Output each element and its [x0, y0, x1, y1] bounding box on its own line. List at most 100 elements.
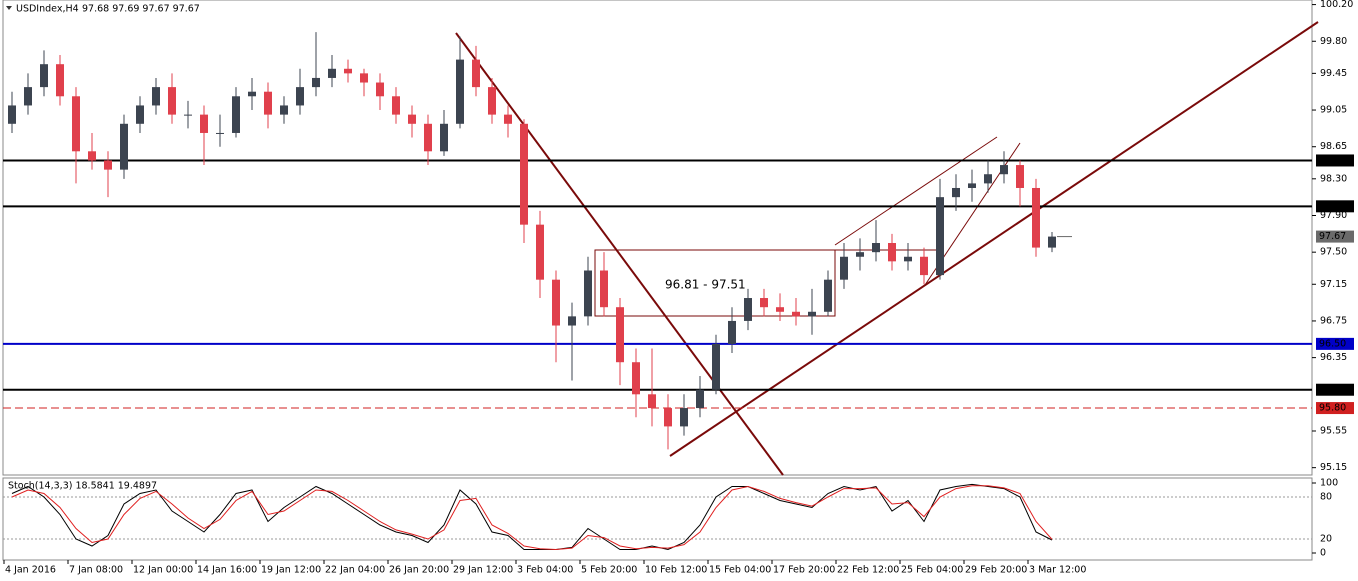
x-tick-label: 22 Feb 12:00 [837, 565, 899, 576]
candle-body [88, 151, 96, 161]
candle-body [56, 64, 64, 97]
candle-body [200, 114, 208, 133]
price-label: 96.00 [1319, 384, 1346, 395]
candle-body [632, 362, 640, 395]
candle-body [424, 123, 432, 152]
indicator-frame [2, 477, 1313, 561]
y-tick-label: 97.90 [1320, 210, 1347, 221]
price-label-box [1316, 200, 1354, 213]
quote: 97.68 97.69 97.67 97.67 [82, 4, 200, 15]
candle-body [792, 311, 800, 317]
y-tick-label: 95.55 [1320, 425, 1347, 436]
y-tick-label: 96.35 [1320, 352, 1347, 363]
candle-body [136, 105, 144, 124]
trend-line [669, 21, 1319, 457]
x-tick-label: 19 Jan 12:00 [261, 565, 321, 576]
candle-body [856, 252, 864, 257]
y-tick-label: 97.15 [1320, 279, 1347, 290]
x-tick-label: 26 Jan 20:00 [389, 565, 449, 576]
candle-body [1048, 236, 1056, 248]
main-frame [2, 0, 1313, 476]
candle-body [152, 87, 160, 106]
price-label-box [1316, 383, 1354, 396]
candle-body [40, 64, 48, 88]
candle-body [776, 307, 784, 312]
candle-body [328, 68, 336, 78]
candle-body [264, 91, 272, 115]
candle-body [24, 87, 32, 106]
x-tick-label: 3 Mar 12:00 [1029, 565, 1086, 576]
x-tick-label: 14 Jan 16:00 [197, 565, 257, 576]
menu-icon[interactable] [6, 6, 12, 10]
candle-body [920, 256, 928, 276]
candle-body [904, 256, 912, 262]
drawings [455, 21, 1319, 476]
price-label: 95.80 [1319, 403, 1346, 414]
candle-body [808, 311, 816, 317]
annotation: 96.81 - 97.51 [665, 278, 746, 292]
candle-body [824, 279, 832, 312]
x-tick-label: 29 Jan 12:00 [453, 565, 513, 576]
candle-body [712, 343, 720, 390]
x-tick-label: 3 Feb 04:00 [517, 565, 573, 576]
candle-body [552, 279, 560, 326]
price-label-box [1316, 402, 1354, 415]
y-tick-label: 100.20 [1320, 0, 1353, 10]
candle-body [120, 123, 128, 170]
candle-body [456, 59, 464, 124]
candle-body [584, 270, 592, 317]
price-label: 97.67 [1319, 231, 1346, 242]
price-label: 98.00 [1319, 201, 1346, 212]
candle-body [760, 298, 768, 308]
price-label: 96.50 [1319, 338, 1346, 349]
candle-body [312, 77, 320, 88]
candle-body [728, 320, 736, 344]
candle-body [8, 105, 16, 124]
indicator-tick-label: 20 [1320, 534, 1332, 545]
y-tick-label: 96.75 [1320, 315, 1347, 326]
x-tick-label: 10 Feb 12:00 [645, 565, 707, 576]
candle-body [840, 256, 848, 280]
candle-body [616, 307, 624, 363]
range-box [594, 249, 836, 317]
trend-line [455, 32, 784, 476]
candle-body [648, 394, 656, 409]
candle-body [168, 87, 176, 115]
candle-body [488, 87, 496, 115]
candle-body [520, 123, 528, 225]
candle-body [216, 132, 224, 134]
candle-body [248, 91, 256, 97]
candle-body [872, 243, 880, 253]
y-tick-label: 99.45 [1320, 68, 1347, 79]
candle-body [392, 96, 400, 115]
indicator-title: Stoch(14,3,3) 18.5841 19.4897 [8, 481, 157, 492]
x-tick-label: 5 Feb 20:00 [581, 565, 637, 576]
candle-body [744, 298, 752, 321]
y-tick-label: 95.15 [1320, 462, 1347, 473]
candle-body [440, 123, 448, 152]
x-tick-label: 15 Feb 04:00 [709, 565, 771, 576]
symbol: USDIndex,H4 [16, 4, 79, 15]
candle-body [600, 270, 608, 308]
candle-body [72, 96, 80, 152]
x-tick-label: 29 Feb 20:00 [965, 565, 1027, 576]
candle-body [568, 316, 576, 326]
candle-body [408, 114, 416, 124]
candle-body [184, 114, 192, 116]
y-tick-label: 98.65 [1320, 141, 1347, 152]
candle-body [504, 114, 512, 124]
candle-body [104, 160, 112, 170]
x-tick-label: 22 Jan 04:00 [325, 565, 385, 576]
candle-body [232, 96, 240, 133]
candle-body [472, 59, 480, 88]
candle-body [984, 174, 992, 184]
candle-body [968, 183, 976, 188]
y-tick-label: 99.05 [1320, 105, 1347, 116]
candle-body [280, 105, 288, 115]
candle-body [680, 408, 688, 427]
plot-layer: 100.20 99.80 99.45 99.05 98.65 98.30 97.90 97.5… [3, 0, 1354, 576]
candle-body [1016, 165, 1024, 188]
